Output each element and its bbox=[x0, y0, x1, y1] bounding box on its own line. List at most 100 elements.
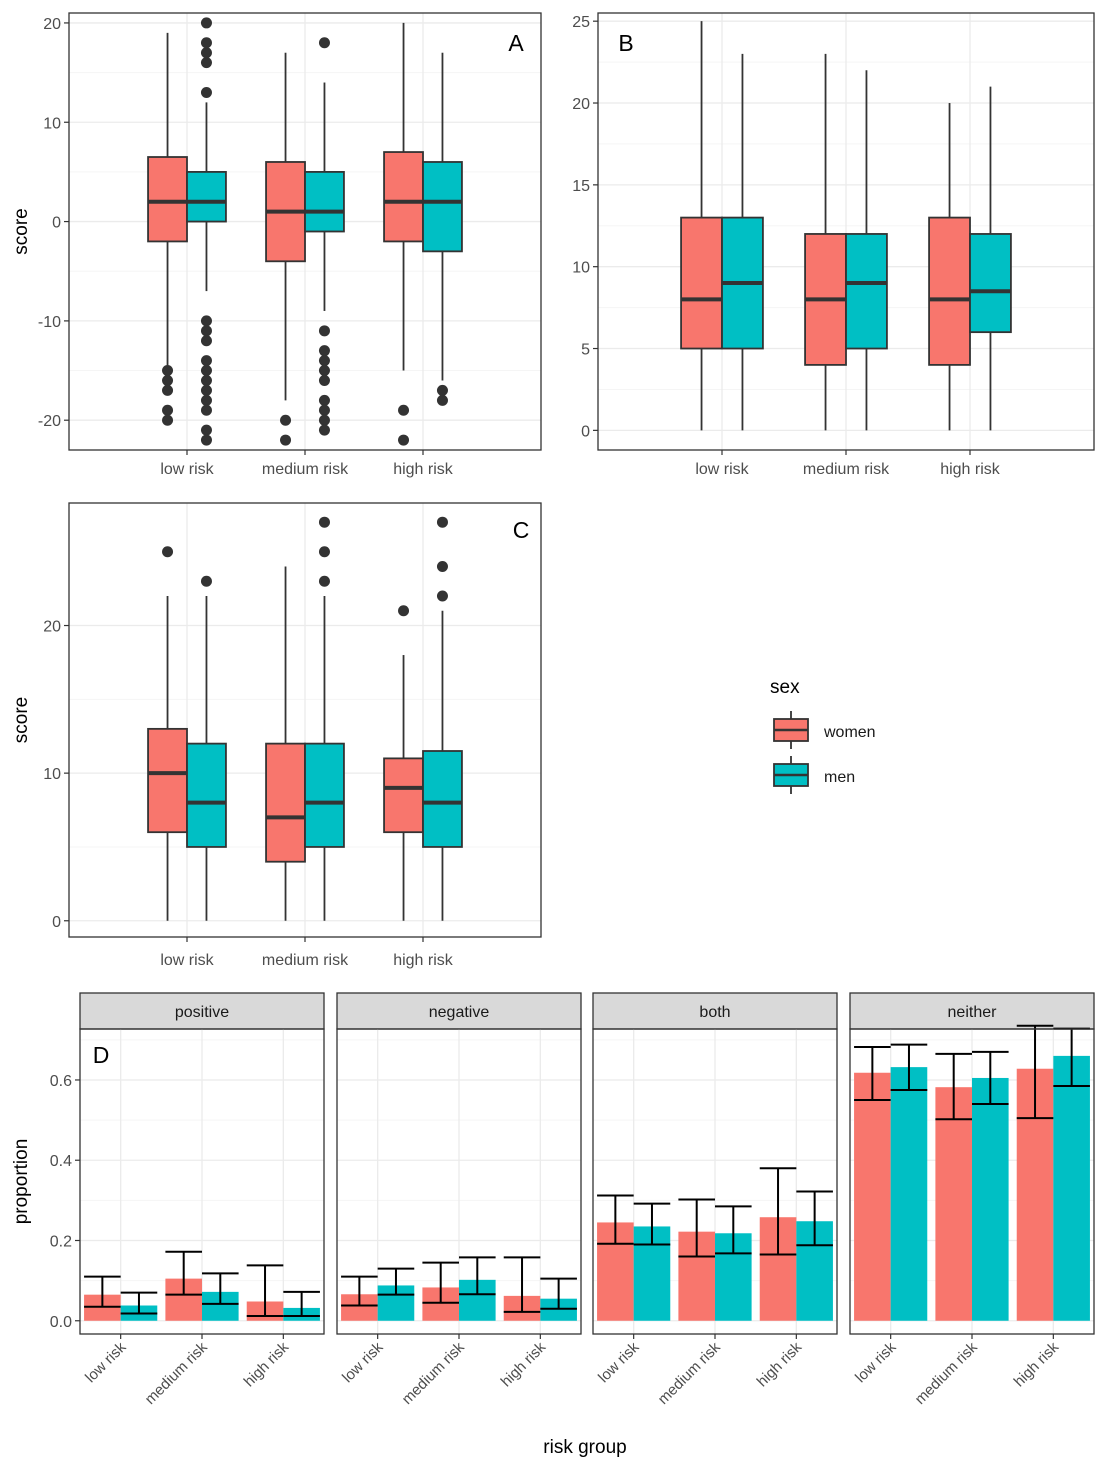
error-bar-women bbox=[597, 1194, 634, 1245]
outlier-point bbox=[436, 560, 448, 572]
outlier-point bbox=[398, 434, 410, 446]
error-bar-men bbox=[633, 1202, 671, 1246]
box-body bbox=[186, 742, 227, 848]
x-tick-label: medium risk bbox=[912, 1338, 982, 1408]
error-bar-women bbox=[759, 1167, 797, 1256]
outlier-point bbox=[398, 404, 410, 416]
y-tick-label: -10 bbox=[38, 314, 61, 331]
error-bar-women bbox=[854, 1046, 891, 1102]
facet-strip bbox=[79, 992, 325, 1030]
y-tick-label: 0.0 bbox=[50, 1314, 72, 1331]
outlier-point bbox=[318, 345, 330, 357]
bar-men bbox=[890, 1067, 928, 1321]
panel-label: D bbox=[93, 1042, 110, 1068]
outlier-point bbox=[318, 325, 330, 337]
outlier-point bbox=[200, 365, 212, 377]
legend-key-women bbox=[773, 711, 809, 749]
outlier-point bbox=[200, 404, 212, 416]
outlier-point bbox=[318, 355, 330, 367]
x-tick-label: medium risk bbox=[142, 1338, 212, 1408]
facet-title: positive bbox=[175, 1004, 229, 1021]
y-tick-label: 20 bbox=[43, 619, 61, 636]
outlier-point bbox=[436, 590, 448, 602]
box-body bbox=[845, 233, 888, 350]
box-women-2 bbox=[928, 103, 971, 431]
error-bar-men bbox=[202, 1272, 239, 1305]
x-tick-label: high risk bbox=[1011, 1338, 1063, 1390]
box-women-2 bbox=[383, 22, 424, 446]
box-body bbox=[422, 750, 463, 848]
outlier-point bbox=[280, 434, 292, 446]
box-men-1 bbox=[304, 516, 345, 921]
error-bar-women bbox=[503, 1256, 541, 1313]
box-body bbox=[186, 171, 227, 223]
legend-key-men bbox=[773, 756, 809, 794]
outlier-point bbox=[200, 57, 212, 69]
box-body bbox=[680, 216, 723, 350]
facet-title: negative bbox=[429, 1004, 490, 1021]
outlier-point bbox=[318, 365, 330, 377]
error-bar-men bbox=[377, 1267, 415, 1296]
bar-men bbox=[972, 1077, 1009, 1321]
y-axis-title: score bbox=[11, 697, 32, 743]
panel-label: A bbox=[508, 30, 524, 56]
facet-strip bbox=[336, 992, 582, 1030]
outlier-point bbox=[436, 394, 448, 406]
outlier-point bbox=[200, 315, 212, 327]
outlier-point bbox=[162, 384, 174, 396]
outlier-point bbox=[200, 575, 212, 587]
box-women-0 bbox=[147, 32, 188, 426]
x-tick-label: low risk bbox=[695, 461, 749, 478]
box-body bbox=[969, 233, 1012, 334]
outlier-point bbox=[436, 516, 448, 528]
box-men-2 bbox=[969, 86, 1012, 431]
error-bar-women bbox=[246, 1264, 284, 1317]
panel-c: 0 10 20 low risk medium risk high risk score C bbox=[11, 502, 542, 969]
outlier-point bbox=[200, 335, 212, 347]
y-tick-label: 25 bbox=[572, 14, 590, 31]
box-body bbox=[147, 727, 188, 834]
x-tick-label: high risk bbox=[393, 952, 454, 969]
x-tick-label: high risk bbox=[393, 461, 454, 478]
x-tick-label: medium risk bbox=[262, 952, 349, 969]
outlier-point bbox=[318, 516, 330, 528]
outlier-point bbox=[162, 546, 174, 558]
x-tick-label: high risk bbox=[754, 1338, 806, 1390]
bar-men bbox=[1053, 1055, 1090, 1321]
x-tick-label: medium risk bbox=[655, 1338, 725, 1408]
y-tick-label: 0.6 bbox=[50, 1073, 72, 1090]
x-tick-label: low risk bbox=[82, 1338, 130, 1386]
box-body bbox=[383, 757, 424, 834]
x-tick-label: low risk bbox=[160, 461, 214, 478]
error-bar-men bbox=[715, 1205, 752, 1255]
box-men-1 bbox=[845, 70, 888, 431]
panel-d-x-axis-title: risk group bbox=[543, 1437, 626, 1458]
y-tick-label: 20 bbox=[43, 16, 61, 33]
box-men-0 bbox=[186, 575, 227, 921]
y-tick-label: 10 bbox=[43, 766, 61, 783]
y-tick-label: 0.2 bbox=[50, 1233, 72, 1250]
box-body bbox=[304, 742, 345, 848]
outlier-point bbox=[200, 434, 212, 446]
legend-label-women: women bbox=[823, 724, 876, 741]
error-bar-women bbox=[165, 1250, 202, 1296]
box-women-1 bbox=[265, 52, 306, 446]
panel-b: 0 5 10 15 20 25 low risk medium risk high risk B bbox=[572, 12, 1095, 478]
y-tick-label: 15 bbox=[572, 178, 590, 195]
error-bar-women bbox=[341, 1275, 378, 1307]
outlier-point bbox=[318, 546, 330, 558]
legend-title: sex bbox=[770, 677, 800, 698]
y-tick-label: 10 bbox=[572, 260, 590, 277]
outlier-point bbox=[200, 37, 212, 49]
x-tick-label: low risk bbox=[852, 1338, 900, 1386]
outlier-point bbox=[200, 325, 212, 337]
error-bar-women bbox=[678, 1198, 715, 1258]
outlier-point bbox=[162, 404, 174, 416]
legend-label-men: men bbox=[824, 769, 855, 786]
outlier-point bbox=[318, 404, 330, 416]
bar-women bbox=[854, 1072, 891, 1321]
y-tick-label: 0 bbox=[52, 914, 61, 931]
x-tick-label: medium risk bbox=[399, 1338, 469, 1408]
x-tick-label: high risk bbox=[940, 461, 1001, 478]
